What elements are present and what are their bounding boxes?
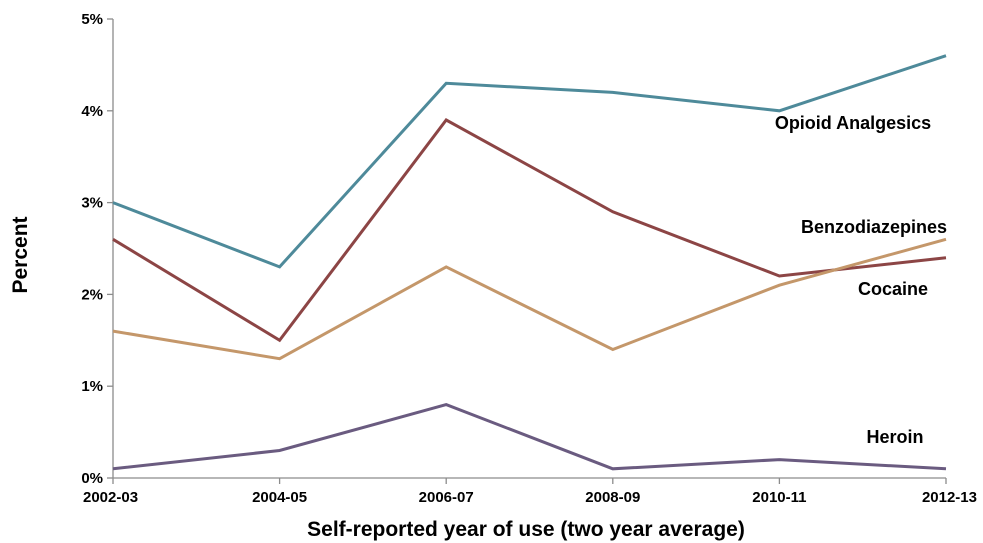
y-tick-label: 0% xyxy=(81,470,103,487)
x-tick-label: 2012-13 xyxy=(922,489,977,506)
series-line-heroin xyxy=(112,403,947,471)
series-lines xyxy=(112,54,947,471)
y-tick-label: 5% xyxy=(81,11,103,28)
series-line-opioid-analgesics xyxy=(112,54,947,269)
x-axis-ticks: 2002-03 2004-05 2006-07 2008-09 2010-11 2012-… xyxy=(83,478,977,506)
x-tick-label: 2010-11 xyxy=(752,489,806,506)
x-axis-title: Self-reported year of use (two year aver… xyxy=(307,518,745,541)
x-tick-label: 2004-05 xyxy=(252,489,307,506)
y-axis-ticks: 0% 1% 2% 3% 4% 5% xyxy=(81,11,113,487)
series-label-cocaine: Cocaine xyxy=(858,279,928,299)
x-tick-label: 2008-09 xyxy=(585,489,640,506)
series-label-benzodiazepines: Benzodiazepines xyxy=(801,217,947,237)
y-tick-label: 2% xyxy=(81,286,103,303)
x-tick-label: 2002-03 xyxy=(83,489,138,506)
series-line-benzodiazepines xyxy=(112,237,947,361)
y-tick-label: 3% xyxy=(81,195,103,212)
y-tick-label: 4% xyxy=(81,103,103,120)
series-label-opioid-analgesics: Opioid Analgesics xyxy=(775,113,931,133)
series-line-cocaine xyxy=(112,118,947,343)
y-axis-title: Percent xyxy=(9,216,32,293)
series-label-heroin: Heroin xyxy=(866,427,923,447)
y-tick-label: 1% xyxy=(81,378,103,395)
x-tick-label: 2006-07 xyxy=(419,489,474,506)
